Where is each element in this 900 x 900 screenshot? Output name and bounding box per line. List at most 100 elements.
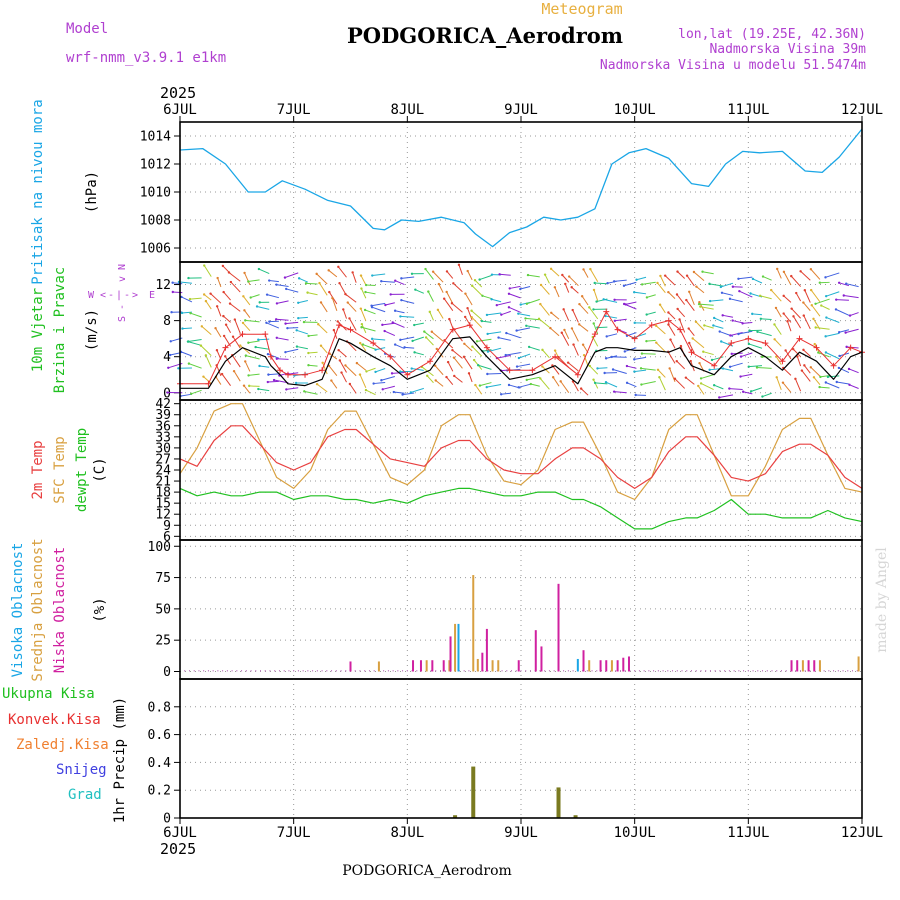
wind-arrow-head: [728, 365, 732, 369]
wind-arrow-head: [307, 364, 310, 367]
wind-arrow-head: [688, 290, 691, 294]
wind-arrow: [742, 321, 753, 324]
wind-arrow-head: [180, 311, 184, 315]
wind-arrow-head: [837, 281, 841, 284]
temp-2m-line: [179, 425, 863, 489]
wind-arrow: [700, 306, 714, 310]
y-tick-label: 18: [155, 486, 171, 501]
wind-arrow-head: [285, 287, 288, 291]
wind-arrow: [614, 318, 627, 322]
wind-arrow-head: [242, 295, 245, 298]
wind-arrow: [776, 268, 782, 279]
wind-arrow: [496, 301, 511, 306]
wind-arrow: [248, 340, 260, 344]
cloud-bar: [801, 660, 804, 672]
wind-arrow: [448, 318, 454, 329]
wind-arrow-head: [749, 390, 753, 393]
wind-arrow: [525, 317, 540, 321]
wind-arrow-head: [515, 329, 518, 332]
wind-arrow: [501, 310, 511, 316]
wind-arrow: [298, 277, 309, 283]
wind-arrow: [583, 269, 589, 278]
wind-arrow: [248, 373, 260, 376]
wind-arrow-head: [504, 353, 507, 357]
wind-arrow-head: [678, 318, 681, 321]
wind-arrow-head: [580, 295, 584, 298]
wind-arrow: [245, 355, 260, 360]
y-tick-label: 0.2: [148, 784, 171, 799]
wind-arrow-head: [675, 293, 679, 296]
wind-arrow: [471, 285, 483, 296]
wind-arrow-head: [424, 267, 427, 271]
wind-arrow: [527, 274, 540, 278]
cloud-bar: [627, 656, 630, 672]
wind-arrow-head: [668, 367, 671, 370]
wind-arrow: [479, 382, 492, 387]
y-tick-label: 0: [163, 665, 171, 680]
wind-arrow: [695, 321, 705, 331]
wind-arrow-head: [363, 308, 367, 312]
wind-arrow: [491, 298, 502, 303]
wind-arrow-head: [737, 277, 740, 280]
wind-arrow-head: [691, 337, 694, 340]
wind-arrow-head: [795, 291, 798, 295]
wind-arrow-head: [834, 308, 838, 311]
wind-arrow-head: [613, 319, 617, 322]
precip-bar: [556, 787, 561, 818]
wind-arrow-head: [593, 281, 596, 285]
wind-arrow: [244, 272, 251, 286]
wind-arrow-head: [749, 292, 752, 295]
wind-arrow: [427, 291, 434, 302]
wind-arrow: [364, 309, 376, 315]
y-tick-label: 21: [155, 475, 171, 490]
y-tick-label: 12: [155, 278, 171, 293]
wind-arrow-head: [553, 286, 557, 289]
wind-arrow: [223, 315, 231, 323]
wind-gust-point: [284, 371, 291, 378]
wind-arrow-head: [267, 373, 270, 376]
wind-arrow: [518, 353, 531, 359]
wind-arrow: [801, 370, 811, 382]
wind-arrow: [415, 289, 425, 294]
wind-arrow-head: [190, 392, 193, 395]
wind-gust-point: [591, 331, 598, 338]
wind-arrow: [304, 390, 318, 395]
wind-arrow-head: [760, 355, 764, 359]
time-tick-top-label: 6JUL: [163, 102, 197, 118]
cloud-bar: [449, 636, 452, 672]
wind-arrow-head: [266, 380, 270, 384]
wind-arrow: [228, 272, 241, 282]
wind-arrow-head: [759, 317, 763, 321]
compass-arrow-d: v: [117, 276, 128, 282]
wind-arrow: [423, 331, 434, 340]
wind-arrow-head: [381, 388, 384, 391]
wind-arrow: [338, 349, 347, 358]
wind-arrow-head: [321, 361, 324, 364]
wind-arrow: [412, 336, 424, 342]
wind-arrow: [819, 386, 830, 389]
wind-arrow-head: [243, 271, 246, 275]
wind-arrow-head: [519, 287, 522, 291]
temp-sfc-line: [179, 403, 863, 501]
wind-arrow: [676, 360, 686, 370]
wind-arrow: [605, 315, 618, 319]
wind-arrow-head: [698, 361, 701, 365]
wind-arrow-head: [470, 309, 473, 312]
cloud-bar: [412, 660, 415, 672]
wind-arrow: [242, 322, 251, 332]
cloud-high-label: Visoka Oblacnost: [10, 543, 26, 678]
wind-arrow-head: [659, 274, 662, 278]
wind-arrow-head: [285, 388, 288, 391]
wind-arrow-head: [505, 331, 508, 335]
compass-n: N: [117, 264, 128, 270]
wind-arrow: [307, 292, 318, 296]
wind-arrow-head: [747, 365, 750, 368]
wind-arrow: [233, 370, 241, 382]
wind-arrow: [776, 377, 782, 390]
wind-arrow: [526, 325, 540, 329]
wind-arrow: [234, 319, 241, 334]
wind-arrow: [760, 318, 772, 320]
wind-arrow-head: [634, 393, 637, 397]
wind-arrow-head: [802, 314, 805, 317]
wind-arrow: [425, 268, 434, 280]
